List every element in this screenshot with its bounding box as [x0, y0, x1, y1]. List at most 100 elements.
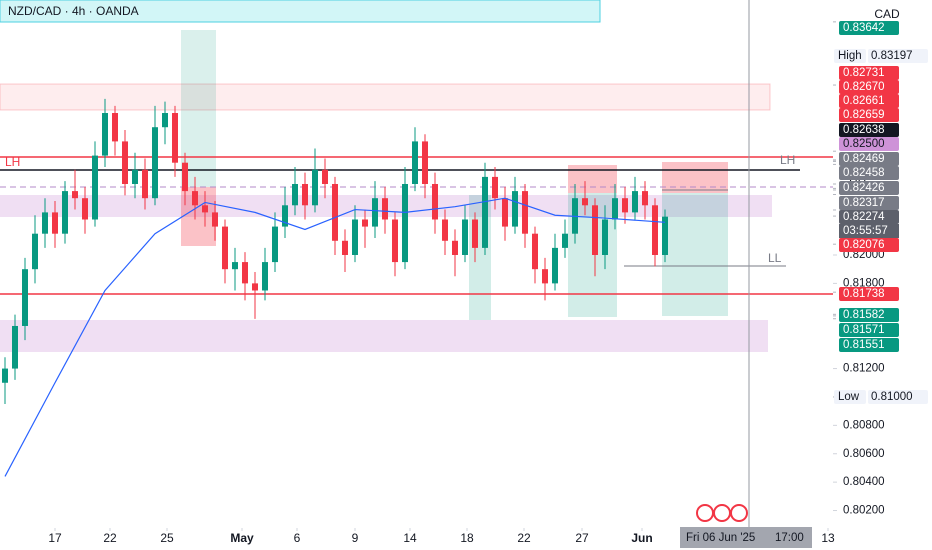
price-badge: [839, 287, 899, 301]
x-tick-label: 13: [821, 531, 835, 545]
candle-body: [642, 191, 648, 206]
candle-body: [72, 191, 78, 199]
candle-body: [292, 183, 298, 206]
candle-body: [92, 155, 98, 220]
annotation: LH: [5, 155, 20, 169]
candle-body: [62, 191, 68, 234]
price-badge-label: 0.82458: [843, 167, 885, 179]
candle-body: [272, 226, 278, 263]
zone: [0, 83, 771, 111]
y-tick-label: 0.82000: [843, 249, 885, 261]
price-badge-label: 0.82426: [843, 182, 885, 194]
candle-body: [532, 233, 538, 270]
candles: [2, 98, 668, 477]
y-tick-label: 0.81800: [843, 277, 885, 289]
candle-body: [502, 198, 508, 227]
candle-body: [612, 198, 618, 220]
x-tick-label: 18: [460, 531, 474, 545]
event-icon: [696, 504, 714, 522]
x-tick-label: 17: [48, 531, 62, 545]
price-badge-label: 0.82661: [843, 95, 885, 107]
price-badge-label: 0.81000: [871, 391, 913, 403]
candle-body: [602, 219, 608, 255]
candle-body: [312, 169, 318, 206]
candle-body: [22, 269, 28, 326]
event-icon: [713, 504, 731, 522]
price-badge: [839, 166, 899, 180]
badge-name: Low: [838, 391, 860, 403]
price-badge-label: 0.83197: [871, 50, 913, 62]
candle-body: [382, 198, 388, 220]
x-tick-label: 22: [103, 531, 117, 545]
y-tick-label: 0.81200: [843, 363, 885, 375]
y-tick-label: 0.80200: [843, 505, 885, 517]
candle-body: [432, 183, 438, 220]
candle-body: [542, 269, 548, 284]
annotation: LL: [768, 251, 782, 265]
price-badge-label: 0.82317: [843, 197, 885, 209]
candle-body: [442, 219, 448, 241]
price-badge: [839, 123, 899, 137]
price-badge: [839, 308, 899, 322]
crosshair-box: [680, 527, 812, 548]
price-badge: [839, 323, 899, 337]
candle-body: [342, 240, 348, 255]
price-badge: [839, 66, 899, 80]
price-badge-label: 0.81571: [843, 324, 885, 336]
x-tick-label: 25: [160, 531, 174, 545]
candle-body: [32, 233, 38, 270]
price-badge: [839, 152, 899, 166]
candle-body: [362, 219, 368, 227]
candle-body: [302, 183, 308, 206]
price-badge: [868, 49, 928, 63]
candle-body: [592, 205, 598, 255]
price-badge-label: 0.81738: [843, 288, 885, 300]
candle-body: [322, 169, 328, 184]
drawings: [0, 30, 860, 352]
candle-body: [12, 325, 18, 369]
x-tick-label: 6: [294, 531, 301, 545]
price-badge-label: 0.82670: [843, 81, 885, 93]
event-icons: [696, 504, 748, 522]
candle-body: [52, 212, 58, 234]
price-badge: [839, 80, 899, 94]
y-tick-label: 0.80400: [843, 476, 885, 488]
currency: CAD: [874, 7, 900, 21]
candle-body: [102, 113, 108, 156]
candle-body: [492, 176, 498, 199]
price-badge-label: 0.81582: [843, 309, 885, 321]
symbol-title: NZD/CAD · 4h · OANDA: [8, 4, 139, 18]
price-badge: [839, 196, 899, 210]
candle-body: [162, 113, 168, 128]
candle-body: [222, 226, 228, 270]
crosshair-time: 17:00: [775, 532, 804, 544]
candle-body: [112, 113, 118, 142]
candle-body: [172, 113, 178, 163]
price-badge-label: 0.82076: [843, 239, 885, 251]
candle-body: [582, 198, 588, 206]
candle-body: [472, 219, 478, 248]
price-badge: [839, 137, 899, 151]
zone: [181, 30, 216, 187]
moving-average: [4, 197, 666, 477]
price-badge-label: 0.81551: [843, 339, 885, 351]
event-icon: [730, 504, 748, 522]
price-badge: [839, 338, 899, 352]
candle-body: [152, 127, 158, 199]
candle-body: [252, 283, 258, 291]
candle-body: [462, 219, 468, 255]
x-tick-label: 14: [403, 531, 417, 545]
x-tick-label: 22: [517, 531, 531, 545]
candle-body: [82, 198, 88, 220]
x-tick-label: Jun: [631, 531, 652, 545]
candle-body: [482, 176, 488, 248]
zone: [662, 162, 728, 193]
candle-body: [452, 240, 458, 255]
price-badge: [839, 108, 899, 122]
candle-body: [142, 169, 148, 199]
x-tick-label: 9: [352, 531, 359, 545]
price-badge-label: 0.82500: [843, 138, 885, 150]
candle-body: [242, 262, 248, 284]
candle-body: [122, 141, 128, 184]
